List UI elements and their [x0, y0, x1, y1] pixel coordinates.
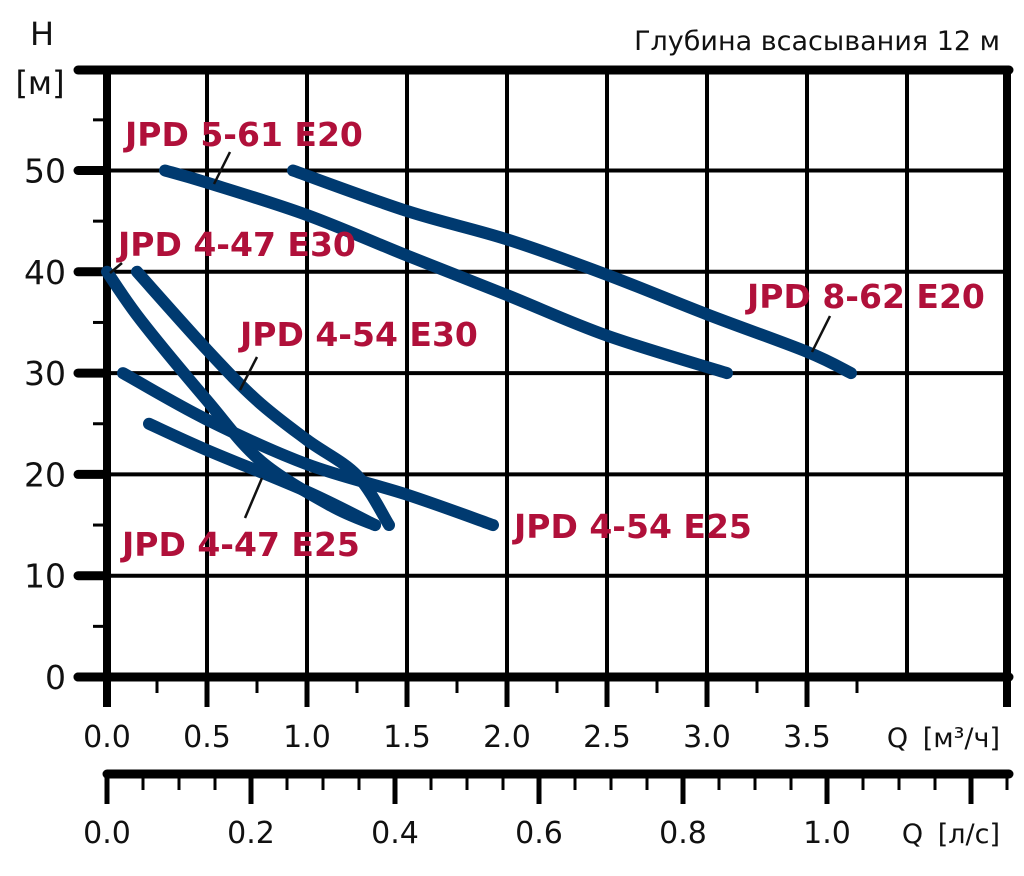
y-tick-label: 50 — [24, 152, 66, 191]
y-axis-unit: [м] — [15, 64, 64, 102]
x2-axis-label: Q [л/с] — [902, 819, 1000, 850]
curve-jpd-4-47-e30 — [101, 265, 381, 532]
label-jpd-4-54-e30: JPD 4-54 E30 — [238, 315, 478, 354]
y-tick-label: 40 — [24, 253, 66, 292]
label-jpd-4-54-e25: JPD 4-54 E25 — [512, 507, 752, 546]
x-tick-label: 3.0 — [683, 720, 731, 755]
leader-jpd-5-61-e20 — [212, 151, 232, 185]
label-jpd-5-61-e20: JPD 5-61 E20 — [123, 115, 363, 154]
x2-axis-symbol: Q — [902, 819, 923, 850]
x2-tick-label: 0.6 — [515, 816, 563, 851]
curve-labels: JPD 5-61 E20 JPD 8-62 E20 JPD 4-47 E30 J… — [116, 115, 985, 564]
leader-jpd-4-47-e25 — [243, 477, 264, 519]
leader-jpd-4-54-e30 — [238, 356, 259, 391]
x2-tick-label: 0.8 — [659, 816, 707, 851]
x-axis-unit: [м³/ч] — [923, 723, 1000, 754]
leader-jpd-4-47-e30 — [109, 262, 123, 274]
y-axis-label: H — [30, 15, 54, 53]
curve-jpd-5-61-e20 — [159, 164, 733, 380]
x2-tick-label: 0.4 — [371, 816, 419, 851]
x2-tick-label: 1.0 — [803, 816, 851, 851]
x-tick-label: 1.0 — [283, 720, 331, 755]
x2-axis-unit: [л/с] — [938, 819, 1000, 850]
y-axis-ticks: 0 10 20 30 40 50 — [24, 118, 112, 697]
pump-curves — [101, 164, 857, 532]
x2-tick-label: 0.2 — [227, 816, 275, 851]
grid — [73, 65, 1014, 707]
x-tick-label: 2.0 — [483, 720, 531, 755]
y-tick-label: 30 — [24, 354, 66, 393]
x-axis-symbol: Q — [887, 723, 908, 754]
x2-tick-label: 0.0 — [83, 816, 131, 851]
x-tick-label: 1.5 — [383, 720, 431, 755]
chart-title: Глубина всасывания 12 м — [634, 26, 1000, 57]
x-axis-ticks: 0.0 0.5 1.0 1.5 2.0 2.5 3.0 3.5 — [83, 677, 859, 755]
x-tick-label: 0.0 — [83, 720, 131, 755]
leader-lines — [109, 151, 832, 519]
x-tick-label: 0.5 — [183, 720, 231, 755]
label-jpd-8-62-e20: JPD 8-62 E20 — [745, 277, 985, 316]
curve-jpd-4-47-e25 — [143, 417, 381, 532]
curve-jpd-8-62-e20 — [287, 164, 857, 380]
label-jpd-4-47-e25: JPD 4-47 E25 — [120, 525, 360, 564]
y-tick-label: 20 — [24, 455, 66, 494]
x-tick-label: 2.5 — [583, 720, 631, 755]
y-tick-label: 0 — [45, 658, 66, 697]
label-jpd-4-47-e30: JPD 4-47 E30 — [116, 225, 356, 264]
y-tick-label: 10 — [24, 557, 66, 596]
curve-jpd-4-54-e25 — [117, 367, 499, 532]
leader-jpd-8-62-e20 — [810, 315, 832, 353]
secondary-x-axis: 0.0 0.2 0.4 0.6 0.8 1.0 — [83, 769, 1014, 851]
x-axis-label: Q [м³/ч] — [887, 723, 1000, 754]
x-tick-label: 3.5 — [783, 720, 831, 755]
